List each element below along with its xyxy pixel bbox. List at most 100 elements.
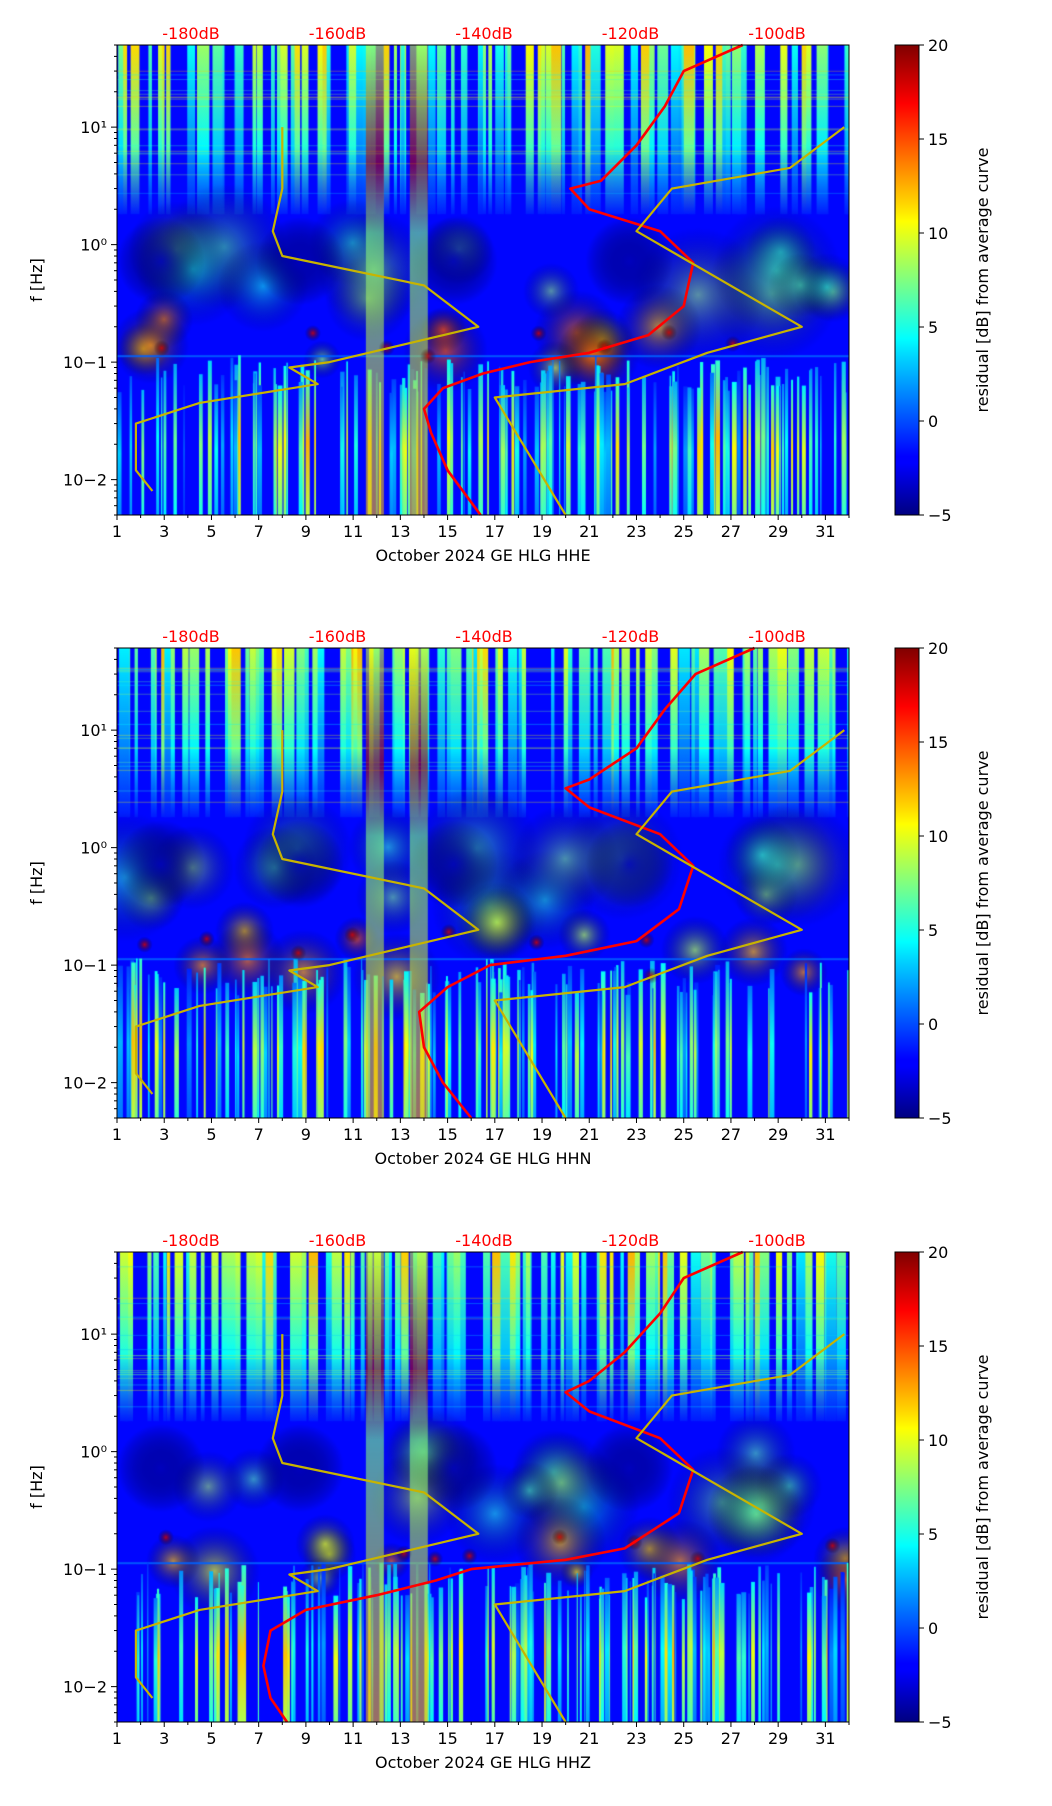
colorbar-tick-label: 10 bbox=[928, 1431, 948, 1450]
x-tick-label: 15 bbox=[437, 1125, 457, 1144]
x-tick-label: 7 bbox=[254, 1729, 264, 1748]
x-tick-label: 19 bbox=[532, 522, 552, 541]
x-tick-label: 27 bbox=[721, 522, 741, 541]
x-tick-label: 9 bbox=[301, 1125, 311, 1144]
colorbar-tick-label: 10 bbox=[928, 827, 948, 846]
x-tick-label: 15 bbox=[437, 1729, 457, 1748]
x-tick-label: 5 bbox=[206, 1125, 216, 1144]
x-tick-label: 11 bbox=[343, 522, 363, 541]
x-tick-label: 5 bbox=[206, 1729, 216, 1748]
top-db-label: -160dB bbox=[309, 627, 366, 646]
x-tick-label: 29 bbox=[768, 1125, 788, 1144]
y-tick-label: 10−2 bbox=[63, 471, 107, 490]
x-axis-label: October 2024 GE HLG HHE bbox=[375, 546, 590, 565]
y-axis-label: f [Hz] bbox=[27, 258, 46, 302]
spectrogram-image bbox=[117, 45, 849, 515]
x-tick-label: 27 bbox=[721, 1729, 741, 1748]
y-tick-label: 10¹ bbox=[80, 1325, 107, 1344]
top-db-label: -120dB bbox=[602, 627, 659, 646]
top-db-label: -180dB bbox=[162, 1231, 219, 1250]
x-tick-label: 21 bbox=[579, 1729, 599, 1748]
x-tick-label: 13 bbox=[390, 1125, 410, 1144]
top-db-label: -120dB bbox=[602, 1231, 659, 1250]
y-axis-label: f [Hz] bbox=[27, 1465, 46, 1509]
series-line-2 bbox=[493, 729, 845, 1119]
y-tick-label: 10¹ bbox=[80, 721, 107, 740]
top-db-label: -140dB bbox=[455, 24, 512, 43]
x-tick-label: 27 bbox=[721, 1125, 741, 1144]
x-tick-label: 13 bbox=[390, 522, 410, 541]
colorbar-tick-label: 20 bbox=[928, 36, 948, 55]
x-tick-label: 19 bbox=[532, 1125, 552, 1144]
x-tick-label: 1 bbox=[112, 1125, 122, 1144]
x-tick-label: 21 bbox=[579, 522, 599, 541]
x-tick-label: 25 bbox=[674, 1729, 694, 1748]
x-tick-label: 31 bbox=[815, 522, 835, 541]
x-tick-label: 21 bbox=[579, 1125, 599, 1144]
colorbar-tick-label: 0 bbox=[928, 412, 938, 431]
x-tick-label: 17 bbox=[485, 522, 505, 541]
series-line-1 bbox=[134, 730, 480, 1095]
y-tick-label: 10⁰ bbox=[80, 1443, 107, 1462]
colorbar-label: residual [dB] from average curve bbox=[973, 751, 992, 1016]
top-db-label: -180dB bbox=[162, 24, 219, 43]
x-tick-label: 29 bbox=[768, 522, 788, 541]
top-db-label: -120dB bbox=[602, 24, 659, 43]
x-tick-label: 17 bbox=[485, 1729, 505, 1748]
colorbar-tick-label: 15 bbox=[928, 130, 948, 149]
y-tick-label: 10¹ bbox=[80, 118, 107, 137]
x-tick-label: 23 bbox=[626, 522, 646, 541]
x-tick-label: 11 bbox=[343, 1729, 363, 1748]
series-line-1 bbox=[134, 127, 480, 492]
y-tick-label: 10−1 bbox=[63, 1560, 107, 1579]
top-db-label: -140dB bbox=[455, 1231, 512, 1250]
y-tick-label: 10−1 bbox=[63, 353, 107, 372]
x-tick-label: 3 bbox=[159, 1729, 169, 1748]
colorbar-tick-label: 15 bbox=[928, 1337, 948, 1356]
x-tick-label: 15 bbox=[437, 522, 457, 541]
x-tick-label: 13 bbox=[390, 1729, 410, 1748]
top-db-label: -140dB bbox=[455, 627, 512, 646]
colorbar-tick-label: 15 bbox=[928, 733, 948, 752]
colorbar bbox=[894, 647, 920, 1119]
x-tick-label: 25 bbox=[674, 522, 694, 541]
colorbar-tick-label: 5 bbox=[928, 1525, 938, 1544]
spectrogram-image bbox=[117, 1252, 849, 1722]
colorbar-tick-label: −5 bbox=[928, 1109, 952, 1128]
x-tick-label: 3 bbox=[159, 522, 169, 541]
top-db-label: -160dB bbox=[309, 1231, 366, 1250]
y-tick-label: 10−2 bbox=[63, 1074, 107, 1093]
x-tick-label: 1 bbox=[112, 522, 122, 541]
x-tick-label: 5 bbox=[206, 522, 216, 541]
x-tick-label: 3 bbox=[159, 1125, 169, 1144]
colorbar-tick-label: 20 bbox=[928, 1243, 948, 1262]
x-tick-label: 31 bbox=[815, 1125, 835, 1144]
series-line-2 bbox=[493, 1333, 845, 1723]
x-tick-label: 9 bbox=[301, 522, 311, 541]
colorbar-tick-label: −5 bbox=[928, 1713, 952, 1732]
top-db-label: -100dB bbox=[748, 24, 805, 43]
y-tick-label: 10⁰ bbox=[80, 236, 107, 255]
top-db-label: -180dB bbox=[162, 627, 219, 646]
x-tick-label: 29 bbox=[768, 1729, 788, 1748]
colorbar bbox=[894, 1251, 920, 1723]
series-line-1 bbox=[134, 1334, 480, 1699]
series-line-0 bbox=[262, 1250, 744, 1723]
colorbar-label: residual [dB] from average curve bbox=[973, 148, 992, 413]
colorbar-tick-label: −5 bbox=[928, 506, 952, 525]
colorbar-tick-label: 5 bbox=[928, 318, 938, 337]
x-tick-label: 31 bbox=[815, 1729, 835, 1748]
top-db-label: -160dB bbox=[309, 24, 366, 43]
colorbar-tick-label: 10 bbox=[928, 224, 948, 243]
x-axis-label: October 2024 GE HLG HHZ bbox=[375, 1753, 591, 1772]
x-tick-label: 7 bbox=[254, 1125, 264, 1144]
top-db-label: -100dB bbox=[748, 1231, 805, 1250]
x-tick-label: 25 bbox=[674, 1125, 694, 1144]
x-tick-label: 11 bbox=[343, 1125, 363, 1144]
x-tick-label: 1 bbox=[112, 1729, 122, 1748]
x-tick-label: 7 bbox=[254, 522, 264, 541]
y-tick-label: 10−1 bbox=[63, 956, 107, 975]
y-tick-label: 10−2 bbox=[63, 1678, 107, 1697]
colorbar-tick-label: 5 bbox=[928, 921, 938, 940]
series-line-0 bbox=[422, 43, 744, 516]
